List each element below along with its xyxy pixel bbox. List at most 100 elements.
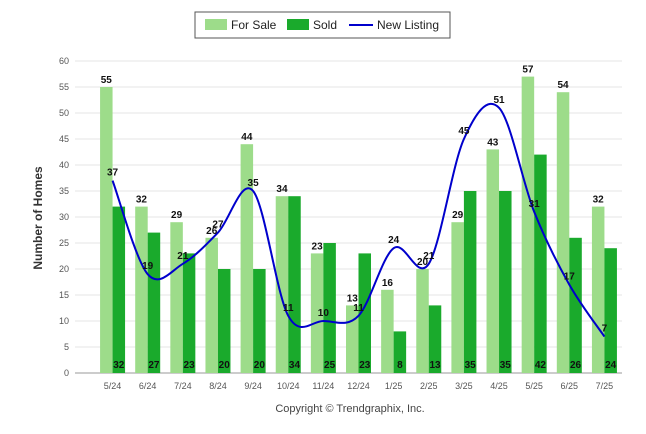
- data-label-for-sale: 57: [522, 65, 534, 76]
- data-label-sold: 35: [500, 360, 512, 371]
- legend-swatch-sold: [287, 19, 309, 30]
- y-axis-title: Number of Homes: [31, 166, 45, 270]
- data-label-sold: 26: [570, 360, 582, 371]
- data-label-new-listing: 11: [353, 303, 364, 314]
- x-tick-label: 1/25: [385, 381, 403, 391]
- data-label-new-listing: 17: [564, 272, 576, 283]
- data-label-new-listing: 27: [212, 220, 224, 231]
- bar-sold: [323, 243, 336, 373]
- bar-sold: [182, 253, 196, 373]
- data-label-sold: 35: [465, 360, 477, 371]
- bar-for-sale: [135, 206, 148, 373]
- y-axis: 0 5 10 15 20 25 30 35 40 45 50 55 60: [59, 56, 69, 378]
- data-label-for-sale: 29: [452, 210, 464, 221]
- data-label-sold: 27: [148, 360, 160, 371]
- bar-for-sale: [275, 196, 289, 373]
- bar-sold: [147, 232, 161, 373]
- bar-for-sale: [170, 222, 183, 373]
- y-tick-label: 10: [59, 316, 69, 326]
- y-tick-label: 30: [59, 212, 69, 222]
- data-label-new-listing: 21: [423, 251, 435, 262]
- bars: [100, 76, 617, 373]
- y-tick-label: 35: [59, 186, 69, 196]
- x-tick-label: 8/24: [209, 381, 227, 391]
- y-tick-label: 20: [59, 264, 69, 274]
- data-label-new-listing: 19: [142, 261, 154, 272]
- bar-sold: [534, 154, 547, 373]
- x-tick-label: 6/25: [561, 381, 579, 391]
- bar-sold: [253, 269, 266, 373]
- data-label-new-listing: 11: [283, 303, 294, 314]
- bar-sold: [288, 196, 301, 373]
- data-label-sold: 25: [324, 360, 336, 371]
- data-label-new-listing: 37: [107, 168, 119, 179]
- data-label-new-listing: 51: [493, 95, 505, 106]
- y-tick-label: 5: [64, 342, 69, 352]
- bar-for-sale: [556, 92, 570, 373]
- bar-sold: [428, 305, 442, 373]
- x-tick-label: 5/24: [104, 381, 122, 391]
- new-listing-line: [111, 102, 606, 338]
- bar-for-sale: [521, 76, 535, 373]
- data-label-for-sale: 29: [171, 210, 183, 221]
- x-tick-label: 7/24: [174, 381, 192, 391]
- data-label-for-sale: 55: [101, 75, 113, 86]
- data-label-for-sale: 26: [206, 226, 218, 237]
- y-tick-label: 55: [59, 82, 69, 92]
- data-label-new-listing: 7: [602, 324, 608, 335]
- x-tick-label: 5/25: [525, 381, 543, 391]
- data-label-new-listing: 45: [458, 126, 470, 137]
- bar-for-sale: [486, 149, 500, 373]
- data-labels: 55 32 32 27 29 23 26 20 44 20 34 34 23 25 13 23 16 8 20 13 2…: [101, 65, 617, 371]
- legend-swatch-for-sale: [205, 19, 227, 30]
- x-tick-label: 6/24: [139, 381, 157, 391]
- x-tick-label: 2/25: [420, 381, 438, 391]
- data-label-for-sale: 32: [136, 195, 148, 206]
- data-label-for-sale: 43: [487, 137, 499, 148]
- bar-sold: [569, 237, 582, 373]
- bar-for-sale: [310, 253, 324, 373]
- data-label-sold: 13: [429, 360, 441, 371]
- data-label-new-listing: 21: [177, 251, 189, 262]
- bar-for-sale: [100, 87, 113, 373]
- y-tick-label: 0: [64, 368, 69, 378]
- y-tick-label: 60: [59, 56, 69, 66]
- x-tick-label: 11/24: [312, 381, 334, 391]
- data-label-for-sale: 32: [593, 195, 605, 206]
- x-axis: 5/24 6/24 7/24 8/24 9/24 10/24 11/24 12/24 1/25 2…: [104, 381, 613, 391]
- bar-sold: [463, 191, 477, 373]
- x-tick-label: 4/25: [490, 381, 508, 391]
- data-label-sold: 42: [535, 360, 547, 371]
- y-tick-label: 50: [59, 108, 69, 118]
- bar-for-sale: [240, 144, 254, 373]
- data-label-for-sale: 20: [417, 257, 429, 268]
- data-label-for-sale: 34: [276, 184, 288, 195]
- legend-box: [194, 11, 451, 39]
- y-tick-label: 25: [59, 238, 69, 248]
- data-label-for-sale: 23: [312, 241, 324, 252]
- data-label-for-sale: 44: [241, 132, 253, 143]
- x-tick-label: 9/24: [244, 381, 262, 391]
- bar-sold: [393, 331, 407, 373]
- data-label-sold: 20: [254, 360, 266, 371]
- line-series: [111, 102, 606, 338]
- bar-sold: [217, 269, 231, 373]
- legend-label-new-listing: New Listing: [377, 18, 439, 32]
- data-label-for-sale: 54: [557, 80, 569, 91]
- legend: For Sale Sold New Listing: [194, 11, 451, 39]
- data-label-sold: 24: [605, 360, 617, 371]
- data-label-sold: 23: [359, 360, 371, 371]
- data-label-sold: 34: [289, 360, 301, 371]
- data-label-for-sale: 13: [347, 293, 359, 304]
- x-tick-label: 12/24: [347, 381, 370, 391]
- copyright-footer: Copyright © Trendgraphix, Inc.: [275, 403, 424, 415]
- data-label-sold: 8: [397, 360, 403, 371]
- data-label-new-listing: 35: [248, 178, 260, 189]
- bar-sold: [499, 191, 512, 373]
- bar-sold: [604, 248, 617, 373]
- data-label-for-sale: 16: [382, 278, 394, 289]
- bar-for-sale: [591, 206, 605, 373]
- bar-for-sale: [205, 237, 218, 373]
- data-label-sold: 20: [219, 360, 231, 371]
- y-tick-label: 15: [59, 290, 69, 300]
